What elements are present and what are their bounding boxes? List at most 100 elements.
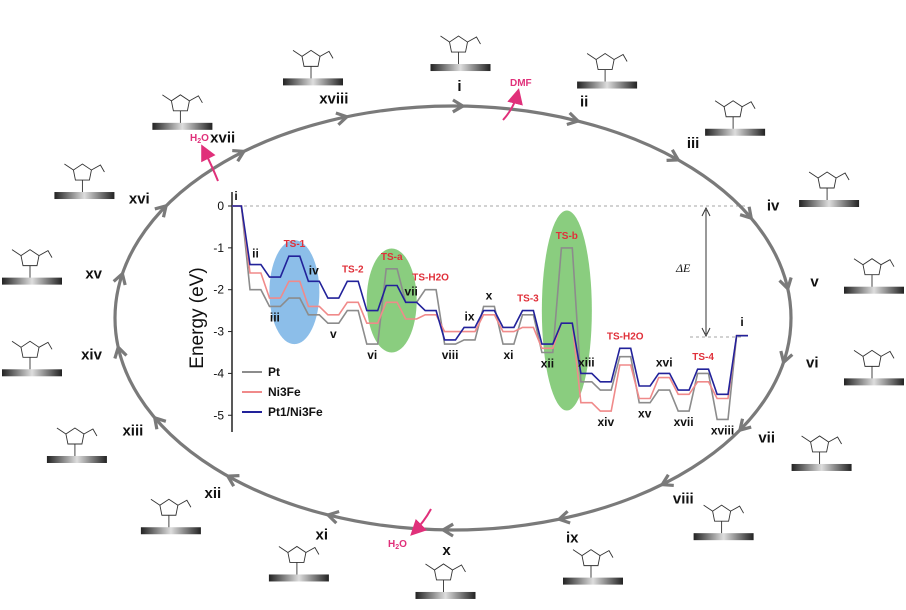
catalyst-slab-icon (577, 81, 638, 89)
furan-ring-icon (581, 549, 601, 567)
species-label-h2o-upper: H2O (190, 133, 209, 145)
furan-ring-icon (287, 545, 307, 563)
cycle-step-label: x (442, 542, 451, 559)
adsorbate-structure-icon (54, 163, 115, 200)
y-tick-label: -5 (213, 408, 224, 422)
cycle-step-label: vii (758, 430, 775, 447)
substituent-bond-icon (150, 498, 192, 528)
ts-label: TS-4 (692, 352, 714, 363)
cycle-step-markers (112, 98, 794, 538)
adsorbate-structure-icon (2, 340, 62, 377)
catalyst-slab-icon (283, 78, 344, 86)
ts-label: TS-a (381, 252, 403, 263)
state-label: xiv (597, 415, 614, 429)
cycle-step-label: xvii (210, 130, 235, 147)
cycle-step-label: xv (85, 266, 102, 283)
adsorbate-structure-icon (844, 258, 904, 294)
cycle-step-label: xiv (81, 346, 103, 363)
cycle-step-label: ii (580, 93, 588, 110)
cycle-arrow-icon (452, 98, 467, 114)
catalyst-slab-icon (268, 574, 329, 582)
cycle-arrow-icon (778, 277, 793, 292)
state-label: xi (503, 348, 513, 362)
cycle-step-label: iv (767, 198, 780, 215)
adsorbate-structure-icon (46, 427, 107, 463)
delta-e-label: ΔE (675, 261, 691, 275)
energy-series (232, 205, 748, 421)
cycle-arrow-icon (666, 149, 681, 162)
adsorbate-structure-icon (791, 435, 852, 471)
state-label: viii (442, 348, 459, 362)
substituent-bond-icon (808, 171, 850, 201)
state-label: ix (464, 309, 474, 323)
catalyst-slab-icon (844, 286, 904, 294)
catalyst-slab-icon (152, 122, 213, 130)
ts-label: TS-H2O (412, 273, 449, 284)
substituent-bond-icon (801, 435, 842, 464)
catalyst-slab-icon (46, 455, 107, 463)
catalyst-slab-icon (54, 192, 115, 200)
chart-legend: Pt Ni3Fe Pt1/Ni3Fe (242, 365, 323, 419)
state-label: xv (638, 407, 652, 421)
state-label: xii (541, 357, 554, 371)
adsorbate-structure-icon (283, 49, 344, 86)
furan-ring-icon (170, 94, 190, 112)
cycle-arrow-icon (112, 270, 127, 286)
y-tick-label: -1 (213, 241, 224, 255)
legend-label: Ni3Fe (268, 385, 301, 399)
adsorbate-structure-icon (2, 249, 62, 285)
substituent-bond-icon (703, 504, 744, 534)
cycle-arrow-icon (324, 509, 340, 525)
substituent-bond-icon (853, 258, 895, 287)
adsorbate-structures (2, 35, 904, 599)
y-tick-label: -3 (213, 325, 224, 339)
adsorbate-structure-icon (415, 563, 476, 599)
substituent-bond-icon (278, 546, 320, 575)
profile-point-labels: iiiiiiTS-1ivvTS-2viTS-aviiTS-H2Oviiiixxx… (234, 189, 743, 437)
ts-label: TS-3 (517, 294, 539, 305)
series-line (232, 205, 748, 412)
cycle-step-label: xi (316, 527, 329, 544)
cycle-arrow-icon (659, 473, 674, 488)
release-arrow-icon (410, 508, 432, 536)
cycle-arrow-icon (232, 148, 247, 163)
furan-ring-icon (449, 35, 469, 53)
furan-ring-icon (817, 171, 837, 189)
state-label: vii (405, 284, 418, 298)
ts-highlight-ts-a (366, 248, 417, 353)
catalyst-slab-icon (791, 463, 852, 471)
adsorbate-structure-icon (844, 349, 904, 386)
furan-ring-icon (723, 100, 743, 118)
catalyst-slab-icon (705, 128, 766, 136)
reaction-cycle-ellipse (113, 104, 793, 532)
catalyst-slab-icon (140, 527, 201, 535)
cycle-arrow-icon (556, 510, 571, 525)
y-tick-label: -2 (213, 283, 224, 297)
species-label-h2o-lower: H2O (388, 539, 407, 551)
adsorbate-structure-icon (152, 94, 213, 130)
furan-ring-icon (65, 427, 85, 445)
cycle-arrow-icon (154, 203, 169, 218)
ts-label: TS-1 (284, 239, 306, 250)
adsorbate-structure-icon (268, 545, 329, 582)
series-line (232, 205, 748, 396)
cycle-step-label: vi (806, 354, 819, 371)
y-axis-ticks: 0 -1 -2 -3 -4 -5 (213, 199, 232, 422)
catalyst-slab-icon (2, 369, 62, 377)
adsorbate-structure-icon (140, 498, 201, 535)
state-label: i (234, 189, 237, 203)
delta-e-annotation: ΔE (675, 206, 742, 338)
release-dmf: DMF (502, 78, 532, 121)
state-label: iv (309, 263, 319, 277)
substituent-bond-icon (162, 94, 203, 123)
cycle-arrow-icon (113, 344, 128, 359)
y-tick-label: -4 (213, 366, 224, 380)
delta-e-arrowhead-top (701, 206, 711, 217)
adsorbate-structure-icon (693, 504, 754, 541)
furan-ring-icon (595, 52, 615, 70)
substituent-bond-icon (440, 35, 481, 65)
series-pt1-ni3fe (232, 205, 748, 396)
cycle-arrow-icon (737, 418, 752, 433)
release-h2o-lower: H2O (388, 508, 432, 551)
release-arrow-icon (201, 144, 219, 182)
